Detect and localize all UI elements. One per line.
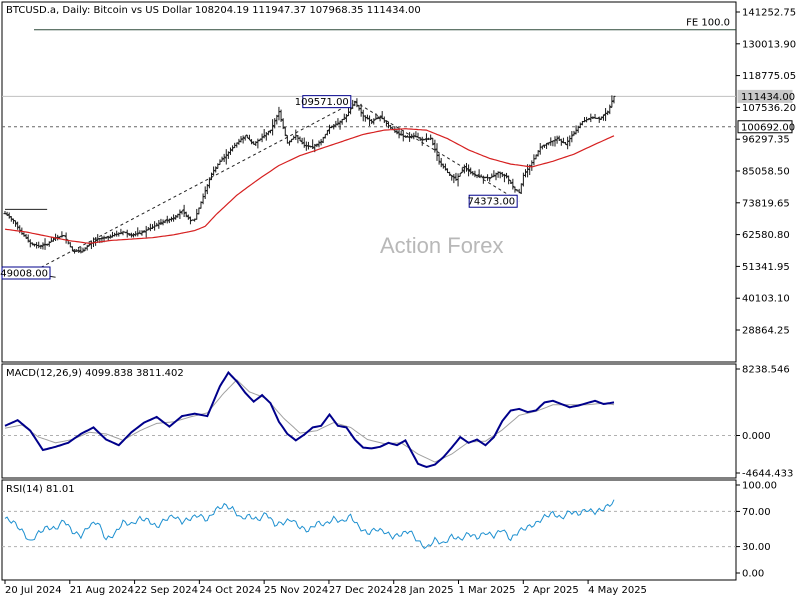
macd-label: MACD(12,26,9) 4099.838 3811.402 [6,368,184,379]
rsi-panel: RSI(14) 81.01 100.00 70.00 30.00 0.00 [1,479,777,581]
x-tick-label: 25 Nov 2024 [264,585,328,596]
moving-average [4,128,615,244]
macd-y-tick-label: 8238.546 [742,365,790,376]
dashed-level-label-box [737,120,793,134]
current-price-label: 111434.00 [741,92,795,103]
price-y-tick-label: 73819.65 [742,198,790,209]
price-y-tick-label: 62580.80 [742,230,790,241]
rsi-label: RSI(14) 81.01 [6,484,75,495]
annotation-box [1,266,51,280]
fe-level-label: FE 100.0 [686,18,730,29]
price-annotations: 109571.00 74373.00 49008.00 [0,95,518,280]
rsi-y-axis: 100.00 70.00 30.00 0.00 [736,481,777,580]
watermark: Action Forex [380,233,504,258]
rsi-line [4,499,615,550]
rsi-y-tick-label: 100.00 [742,481,777,492]
x-tick-label: 4 May 2025 [588,585,647,596]
price-y-tick-label: 96297.35 [742,135,790,146]
x-tick-label: 24 Oct 2024 [199,585,261,596]
dashed-level-label: 100692.00 [741,122,795,133]
price-y-tick-label: 85058.50 [742,167,790,178]
current-price-label-box [737,89,793,103]
rsi-line-path [4,499,615,550]
macd-lines [4,370,615,469]
rsi-y-tick-label: 0.00 [742,569,764,580]
rsi-y-tick-label: 70.00 [742,507,771,518]
x-tick-label: 20 Jul 2024 [5,585,62,596]
x-tick-label: 28 Jan 2025 [394,585,454,596]
macd-main-line [4,370,615,469]
moving-average-line [4,128,615,244]
price-y-tick-label: 141252.75 [742,8,796,19]
trendline [30,101,356,274]
annotation-box [302,95,352,109]
x-tick-label: 1 Mar 2025 [459,585,516,596]
rsi-level-lines [2,510,736,548]
symbol-header: BTCUSD.a, Daily: Bitcoin vs US Dollar 10… [6,5,421,16]
annotation-label: 49008.00 [0,269,48,280]
macd-signal-line [4,379,615,463]
rsi-y-tick-label: 30.00 [742,542,771,553]
price-y-axis: 141252.75 130013.90 118775.05 107536.20 9629… [736,8,796,337]
price-level-labels: 111434.00 100692.00 [737,89,795,134]
annotation-label: 74373.00 [467,197,515,208]
macd-y-axis: 8238.546 0.000 -4644.433 [736,365,793,480]
price-y-tick-label: 28864.25 [742,326,790,337]
price-panel-frame [1,1,737,363]
price-candles [3,95,616,254]
macd-panel: MACD(12,26,9) 4099.838 3811.402 8238.546… [1,363,793,480]
rsi-panel-frame [1,479,737,581]
x-tick-label: 21 Aug 2024 [70,585,134,596]
macd-panel-frame [1,363,737,479]
macd-y-tick-label: -4644.433 [742,469,793,480]
price-y-tick-label: 107536.20 [742,103,796,114]
x-tick-label: 2 Apr 2025 [523,585,578,596]
x-tick-label: 27 Dec 2024 [329,585,393,596]
price-y-tick-label: 51341.95 [742,262,790,273]
x-tick-label: 22 Sep 2024 [135,585,198,596]
price-y-tick-label: 40103.10 [742,294,790,305]
price-y-tick-label: 118775.05 [742,71,796,82]
price-y-tick-label: 130013.90 [742,39,796,50]
annotation-label: 109571.00 [295,97,349,108]
price-panel: BTCUSD.a, Daily: Bitcoin vs US Dollar 10… [0,1,796,363]
macd-y-tick-label: 0.000 [742,431,771,442]
annotation-box [468,194,518,208]
x-axis: 20 Jul 2024 21 Aug 2024 22 Sep 2024 24 Oct … [4,580,647,596]
